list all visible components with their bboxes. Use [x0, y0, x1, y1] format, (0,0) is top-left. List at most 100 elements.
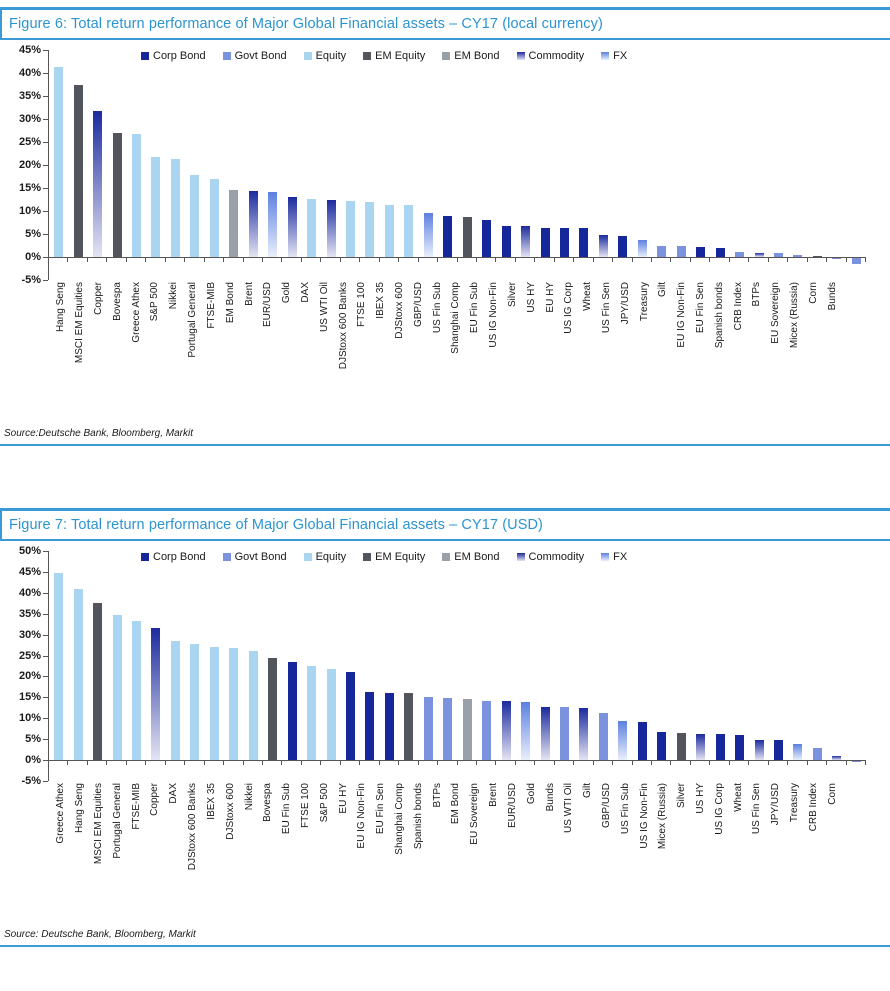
x-tick-mark: [826, 761, 828, 766]
legend-item-govt_bond: Govt Bond: [222, 551, 287, 563]
y-tick-mark: [43, 50, 48, 51]
bar-bunds: [559, 707, 569, 761]
x-tick-mark: [86, 761, 88, 766]
y-tick-label: 20%: [18, 670, 41, 683]
x-tick-label: Gilt: [582, 783, 594, 798]
x-tick-mark: [48, 258, 49, 262]
x-label-slot: GBP/USD: [409, 282, 428, 327]
y-tick-label: 15%: [18, 691, 41, 704]
x-label-slot: GBP/USD: [598, 783, 617, 828]
x-tick-mark: [592, 761, 594, 766]
x-tick-label: EM Bond: [224, 282, 236, 324]
bar-us-fin-sen: [618, 235, 628, 257]
x-label-slot: CRB Index: [805, 783, 824, 831]
bar-s-p-500: [326, 668, 336, 761]
x-tick-label: EU Fin Sub: [281, 783, 293, 835]
bar-gold: [540, 706, 550, 761]
x-tick-mark: [826, 258, 828, 262]
figure-7-source: Source: Deutsche Bank, Bloomberg, Markit: [4, 929, 196, 940]
x-tick-mark: [320, 258, 322, 262]
legend-item-em_equity: EM Equity: [363, 50, 425, 62]
x-label-slot: Greece Athex: [127, 282, 146, 343]
x-label-slot: Corn: [823, 783, 842, 805]
x-axis-line: [49, 760, 866, 762]
x-label-slot: Bunds: [823, 282, 842, 310]
bar-us-ig-non-fin: [657, 732, 667, 761]
x-tick-mark: [728, 258, 730, 262]
legend-item-em_bond: EM Bond: [442, 551, 500, 563]
bar-gbp-usd: [423, 213, 433, 257]
bar-eu-fin-sen: [384, 692, 394, 761]
x-tick-mark: [806, 761, 808, 766]
corp_bond-swatch-icon: [141, 553, 149, 561]
bar-greece-athex: [132, 134, 142, 257]
x-label-slot: Nikkei: [240, 783, 259, 810]
bar-us-fin-sub: [637, 722, 647, 761]
y-tick-label: 40%: [18, 586, 41, 599]
bar-bunds: [851, 258, 861, 264]
y-tick-label: -5%: [21, 274, 41, 286]
x-tick-label: Spanish bonds: [713, 282, 725, 349]
x-label-slot: EUR/USD: [504, 783, 523, 828]
x-tick-mark: [845, 258, 847, 262]
bar-brent: [248, 191, 258, 257]
legend-label: Equity: [315, 551, 347, 563]
bar-eu-fin-sen: [715, 248, 725, 257]
x-tick-mark: [592, 258, 594, 262]
x-tick-mark: [573, 761, 575, 766]
legend-label: EM Bond: [454, 50, 500, 62]
x-tick-mark: [437, 258, 439, 262]
legend-label: FX: [613, 551, 628, 563]
y-tick-mark: [43, 592, 48, 594]
legend-label: Corp Bond: [153, 551, 206, 563]
equity-swatch-icon: [303, 553, 312, 561]
x-label-slot: Copper: [146, 783, 165, 816]
x-label-slot: Brent: [485, 783, 504, 807]
bar-djstoxx-600: [404, 205, 414, 257]
bar-spanish-bonds: [735, 252, 745, 257]
legend-item-equity: Equity: [303, 50, 346, 62]
fx-swatch-icon: [601, 52, 610, 60]
x-tick-label: MSCI EM Equities: [93, 783, 105, 865]
x-tick-mark: [631, 761, 633, 766]
x-tick-mark: [437, 761, 439, 766]
x-tick-mark: [573, 258, 575, 262]
x-label-slot: IBEX 35: [372, 282, 391, 319]
bar-msci-em-equities: [73, 84, 83, 257]
x-tick-label: BTPs: [431, 783, 443, 808]
x-label-slot: US IG Corp: [710, 783, 729, 835]
x-label-slot: US WTI Oil: [560, 783, 579, 833]
legend-item-commodity: Commodity: [516, 50, 584, 62]
bar-corn: [832, 258, 842, 259]
x-tick-label: Spanish bonds: [412, 783, 424, 850]
legend-label: Govt Bond: [234, 551, 287, 563]
legend-label: Commodity: [528, 551, 585, 563]
em_equity-swatch-icon: [363, 553, 372, 561]
x-tick-mark: [865, 761, 866, 766]
y-tick-label: 25%: [18, 136, 41, 148]
bar-eu-sovereign: [482, 700, 492, 761]
x-tick-mark: [612, 761, 614, 766]
x-label-slot: Bovespa: [259, 783, 278, 822]
x-label-slot: IBEX 35: [203, 783, 222, 820]
x-label-slot: DJStoxx 600: [391, 282, 410, 339]
legend-label: Govt Bond: [234, 50, 287, 62]
x-label-slot: EU HY: [541, 282, 560, 313]
bar-spanish-bonds: [423, 696, 433, 761]
figure-7-top-rule: [0, 508, 890, 511]
bar-dax: [307, 198, 317, 257]
y-tick-mark: [43, 280, 48, 281]
x-label-slot: Silver: [673, 783, 692, 808]
x-label-slot: CRB Index: [729, 282, 748, 330]
x-tick-label: Hang Seng: [55, 282, 67, 333]
x-tick-label: US WTI Oil: [318, 282, 330, 332]
commodity-swatch-icon: [516, 52, 525, 60]
bar-micex-russia-: [676, 733, 686, 761]
y-axis: 45% 40% 35% 30% 25% 20% 15% 10% 5% 0% -5%: [4, 44, 48, 286]
x-tick-label: Copper: [93, 282, 105, 315]
figure-6-source: Source:Deutsche Bank, Bloomberg, Markit: [4, 428, 193, 439]
x-tick-mark: [787, 761, 789, 766]
x-tick-mark: [281, 258, 283, 262]
x-tick-label: Brent: [243, 282, 255, 306]
x-tick-mark: [456, 761, 458, 766]
